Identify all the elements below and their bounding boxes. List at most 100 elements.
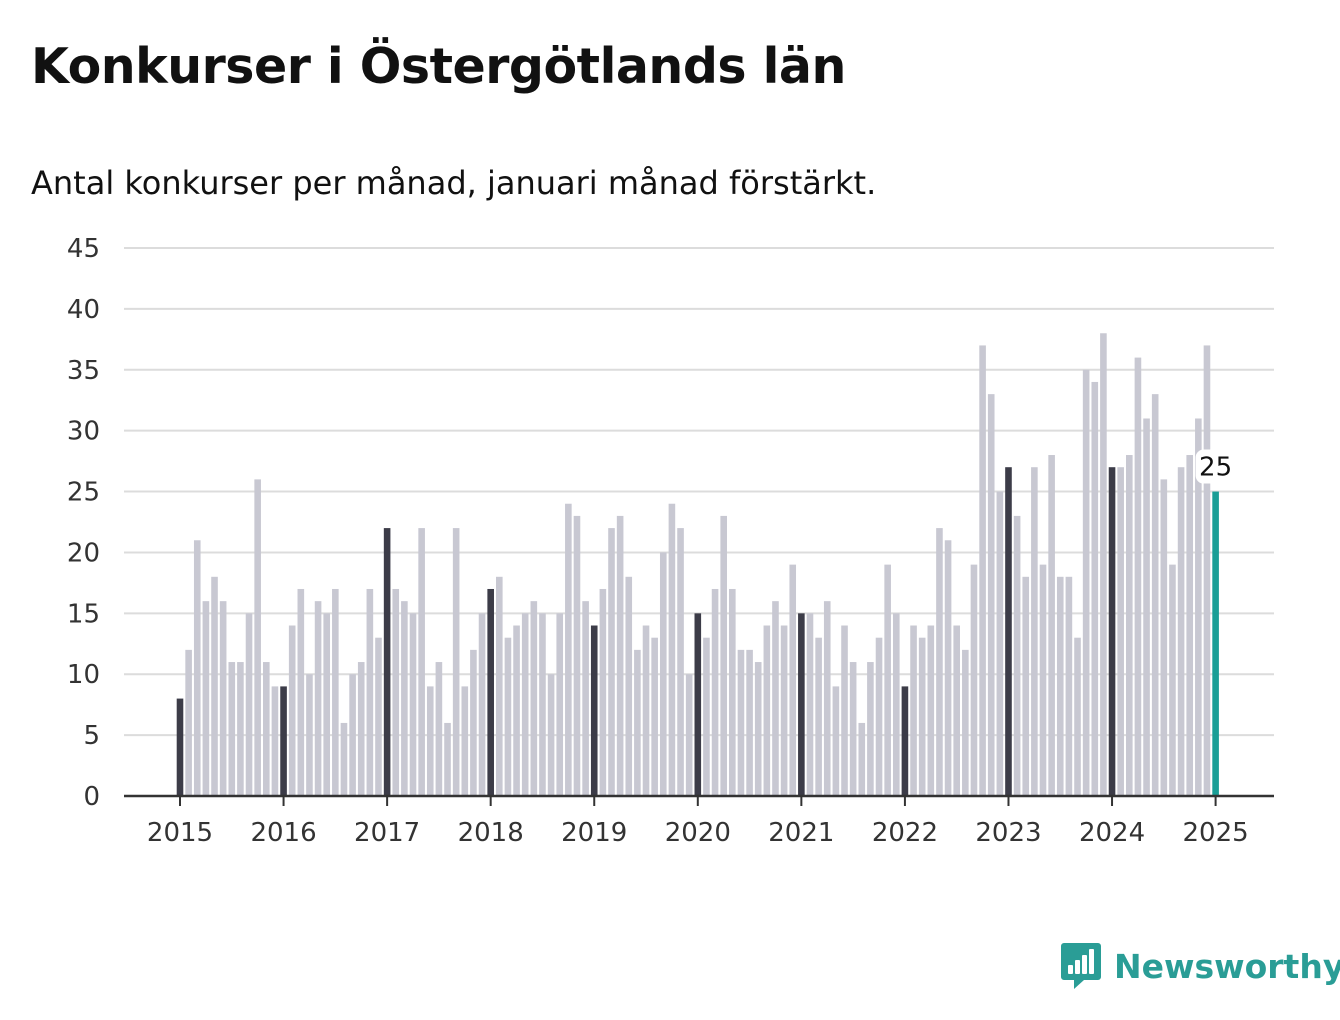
bar <box>332 588 339 796</box>
bar <box>306 674 313 796</box>
bar <box>366 588 374 796</box>
bar <box>185 649 192 796</box>
bar <box>608 528 615 796</box>
bar <box>936 528 943 796</box>
y-tick-label: 40 <box>67 295 100 325</box>
bar <box>539 613 546 796</box>
bar <box>1065 576 1073 796</box>
y-tick-label: 5 <box>83 721 100 751</box>
bar <box>875 637 883 796</box>
bar <box>1177 467 1185 796</box>
newsworthy-logo-icon <box>1061 943 1101 989</box>
x-tick-label: 2020 <box>665 818 731 848</box>
y-tick-label: 45 <box>67 234 100 264</box>
data-labels: 25 <box>1195 449 1236 484</box>
bar <box>288 625 296 796</box>
latest-value-label-bg <box>1195 449 1236 484</box>
bar <box>711 588 719 796</box>
bar <box>263 662 270 796</box>
bar <box>634 649 641 796</box>
bar <box>944 540 952 796</box>
bar <box>953 625 960 796</box>
bar <box>340 722 348 796</box>
bar <box>1195 418 1202 796</box>
bar <box>746 649 753 796</box>
bar <box>245 613 253 796</box>
x-tick-label: 2022 <box>872 818 938 848</box>
x-tick-label: 2015 <box>147 818 213 848</box>
bar <box>530 601 538 796</box>
bar <box>616 515 624 796</box>
y-tick-label: 0 <box>83 782 100 812</box>
bar <box>659 552 667 796</box>
bar <box>979 345 986 796</box>
x-tick-label: 2016 <box>250 818 316 848</box>
y-tick-label: 10 <box>67 660 100 690</box>
bar <box>314 601 322 796</box>
bar <box>1048 455 1055 796</box>
bar <box>927 625 935 796</box>
newsworthy-brand[interactable]: Newsworthy <box>1060 940 1340 992</box>
bar <box>729 588 736 796</box>
bar <box>357 662 365 796</box>
bar <box>470 649 477 796</box>
bar <box>1031 467 1038 796</box>
bar <box>280 686 287 796</box>
bar <box>1134 357 1142 796</box>
bar <box>823 601 831 796</box>
bar <box>401 601 408 796</box>
bar <box>228 662 236 796</box>
bar <box>901 686 909 796</box>
bar <box>1160 479 1168 796</box>
bar <box>1005 467 1012 796</box>
y-tick-label: 20 <box>67 538 100 568</box>
bar <box>668 503 676 796</box>
bar <box>1151 394 1159 796</box>
bar <box>754 662 762 796</box>
bar <box>573 515 581 796</box>
bar <box>832 686 840 796</box>
y-tick-label: 15 <box>67 599 100 629</box>
bar <box>685 674 693 796</box>
bar <box>849 662 857 796</box>
bar <box>892 613 900 796</box>
bar <box>1186 455 1194 796</box>
bar <box>858 722 866 796</box>
bar <box>841 625 848 796</box>
bar <box>237 662 244 796</box>
bar <box>703 637 710 796</box>
x-tick-label: 2021 <box>768 818 834 848</box>
bar <box>426 686 434 796</box>
bar <box>625 576 633 796</box>
bar <box>970 564 978 796</box>
bar <box>547 674 555 796</box>
x-tick-label: 2023 <box>975 818 1041 848</box>
x-tick-label: 2025 <box>1183 818 1249 848</box>
bar <box>910 625 917 796</box>
bar <box>444 722 451 796</box>
bar <box>677 528 684 796</box>
bar <box>1212 491 1219 796</box>
bar <box>452 528 460 796</box>
bar <box>496 576 503 796</box>
bar <box>349 674 356 796</box>
y-tick-label: 35 <box>67 356 100 386</box>
bar <box>642 625 650 796</box>
bar <box>582 601 589 796</box>
bar <box>815 637 822 796</box>
bar <box>219 601 227 796</box>
bar <box>867 662 874 796</box>
bar <box>478 613 486 796</box>
bar <box>521 613 529 796</box>
bar <box>409 613 417 796</box>
x-tick-label: 2017 <box>354 818 420 848</box>
chart-subtitle: Antal konkurser per månad, januari månad… <box>31 164 877 202</box>
x-tick-label: 2019 <box>561 818 627 848</box>
bar <box>1126 455 1133 796</box>
bar <box>297 588 305 796</box>
bar <box>599 588 607 796</box>
chart-title: Konkurser i Östergötlands län <box>31 38 846 95</box>
bar <box>1082 369 1090 796</box>
